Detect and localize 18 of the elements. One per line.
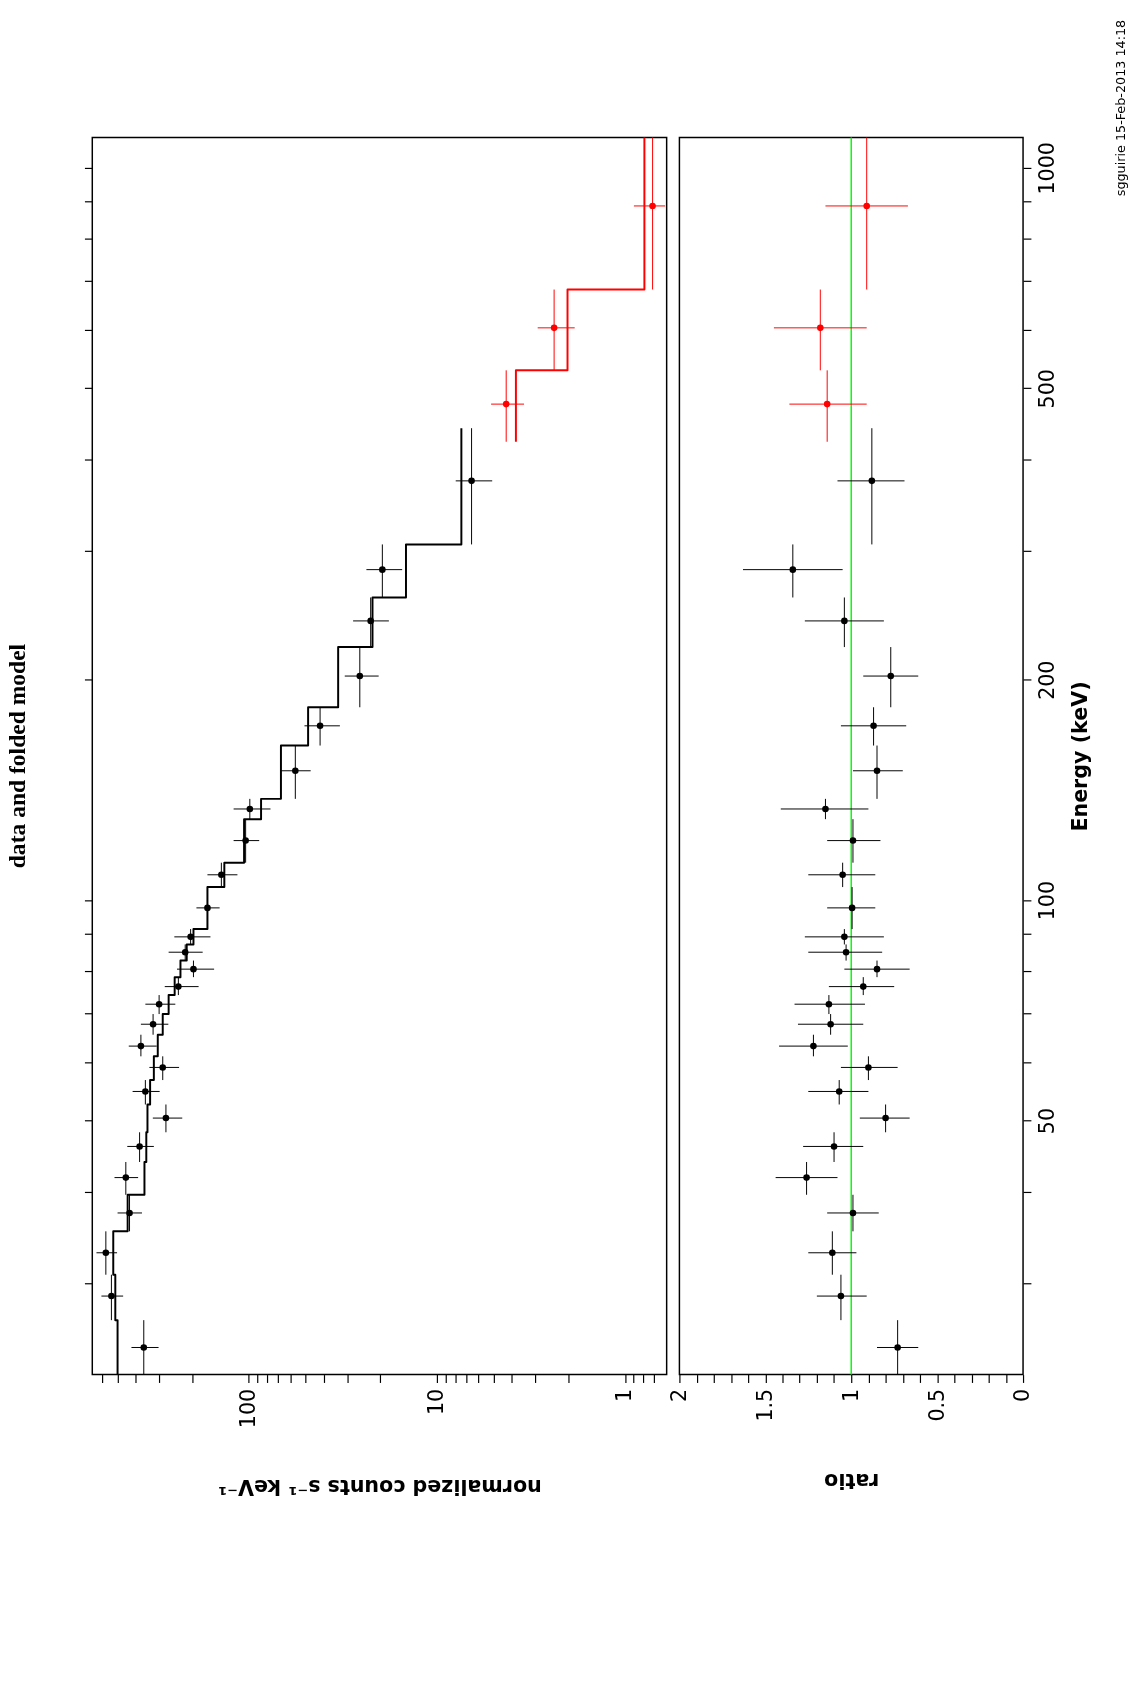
text: data and folded model [3, 643, 30, 869]
x-tick-label: 1 [838, 1388, 863, 1402]
x-tick-label: 0.5 [924, 1388, 949, 1422]
y-tick-label: 200 [1034, 660, 1059, 700]
x-tick-label: 1 [612, 1388, 637, 1402]
x-axis-title: ratio [824, 1468, 880, 1493]
y-tick-label: 50 [1034, 1107, 1059, 1135]
x-axis-title: normalized counts s⁻¹ keV⁻¹ [218, 1475, 542, 1500]
x-tick-label: 0 [1010, 1388, 1035, 1402]
y-tick-label: 500 [1034, 369, 1059, 409]
y-tick-label: 100 [1034, 880, 1059, 921]
y-tick-label: 1000 [1034, 142, 1059, 195]
x-tick-label: 10 [424, 1388, 449, 1416]
text: sgguirie 15-Feb-2013 14:18 [1113, 19, 1129, 197]
x-tick-label: 2 [666, 1388, 691, 1402]
x-tick-label: 100 [236, 1388, 261, 1429]
x-tick-label: 1.5 [752, 1388, 777, 1422]
y-axis-title: Energy (keV) [1068, 681, 1093, 832]
